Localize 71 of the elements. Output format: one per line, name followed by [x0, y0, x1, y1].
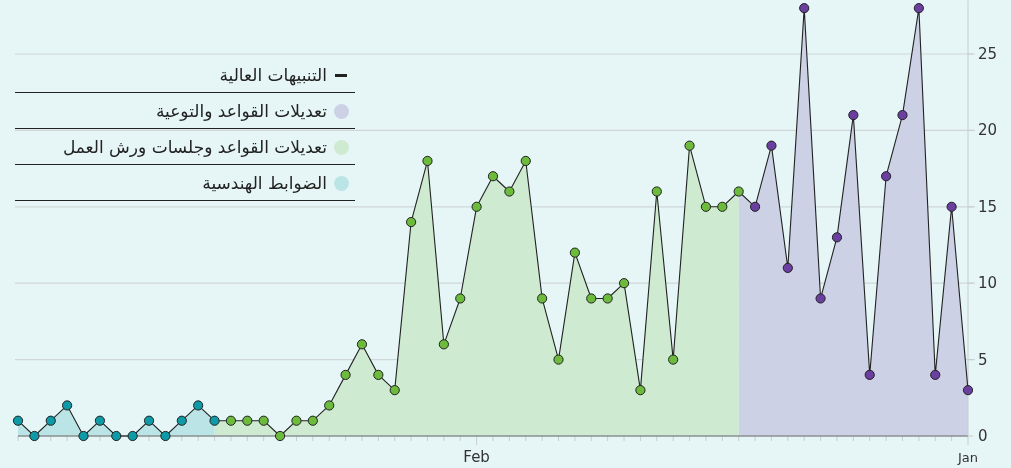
- point: [618, 278, 630, 289]
- point: [324, 400, 335, 411]
- y-tick-label: 20: [978, 121, 998, 140]
- legend-label: تعديلات القواعد والتوعية: [154, 100, 327, 123]
- point: [78, 430, 89, 442]
- point: [930, 369, 941, 380]
- point: [373, 369, 384, 380]
- point: [749, 201, 761, 212]
- point: [700, 201, 712, 212]
- point: [45, 415, 56, 426]
- point: [406, 216, 417, 228]
- x-tick-label: Feb: [463, 448, 490, 466]
- point: [29, 430, 40, 442]
- point: [717, 201, 728, 212]
- point: [651, 186, 662, 197]
- x-tick-label: Jan: [956, 450, 979, 465]
- point: [897, 110, 908, 121]
- point: [487, 171, 499, 182]
- y-tick-label: 15: [978, 197, 998, 216]
- point: [143, 415, 155, 426]
- point: [274, 430, 286, 442]
- point: [471, 201, 482, 212]
- point: [848, 110, 859, 121]
- point: [291, 415, 302, 426]
- legend-label: التنبيهات العالية: [218, 64, 327, 88]
- point: [193, 400, 204, 411]
- point: [602, 293, 613, 304]
- point: [668, 354, 679, 365]
- point: [258, 415, 269, 426]
- point: [782, 262, 793, 274]
- point: [209, 415, 220, 426]
- point: [881, 171, 892, 182]
- y-tick-label: 10: [978, 274, 998, 293]
- point: [127, 430, 138, 442]
- point: [438, 339, 449, 350]
- point: [766, 140, 777, 151]
- point: [62, 400, 73, 411]
- point: [831, 232, 843, 243]
- y-tick-label: 0: [978, 427, 988, 445]
- point: [340, 369, 351, 380]
- point: [946, 201, 957, 212]
- point: [569, 247, 580, 258]
- point: [504, 186, 515, 197]
- point: [160, 430, 171, 442]
- point: [553, 354, 564, 365]
- point: [307, 415, 318, 426]
- point: [520, 155, 531, 167]
- point: [94, 415, 105, 426]
- point: [815, 293, 826, 304]
- legend-label: الضوابط الهندسية: [201, 172, 327, 196]
- point: [12, 415, 24, 426]
- point: [684, 140, 695, 151]
- point: [176, 415, 187, 426]
- point: [422, 155, 433, 167]
- point: [635, 385, 646, 396]
- point: [733, 186, 744, 197]
- point: [225, 415, 237, 426]
- point: [389, 385, 400, 396]
- point: [537, 293, 548, 304]
- point: [586, 293, 597, 304]
- legend-label: تعديلات القواعد وجلسات ورش العمل: [61, 136, 327, 159]
- point: [864, 369, 875, 380]
- point: [962, 385, 974, 396]
- point: [242, 415, 253, 426]
- y-tick-label: 25: [978, 44, 998, 63]
- point: [799, 3, 810, 14]
- point: [913, 3, 924, 14]
- point: [455, 293, 466, 304]
- y-tick-label: 5: [978, 350, 988, 369]
- point: [356, 339, 368, 350]
- point: [111, 430, 122, 442]
